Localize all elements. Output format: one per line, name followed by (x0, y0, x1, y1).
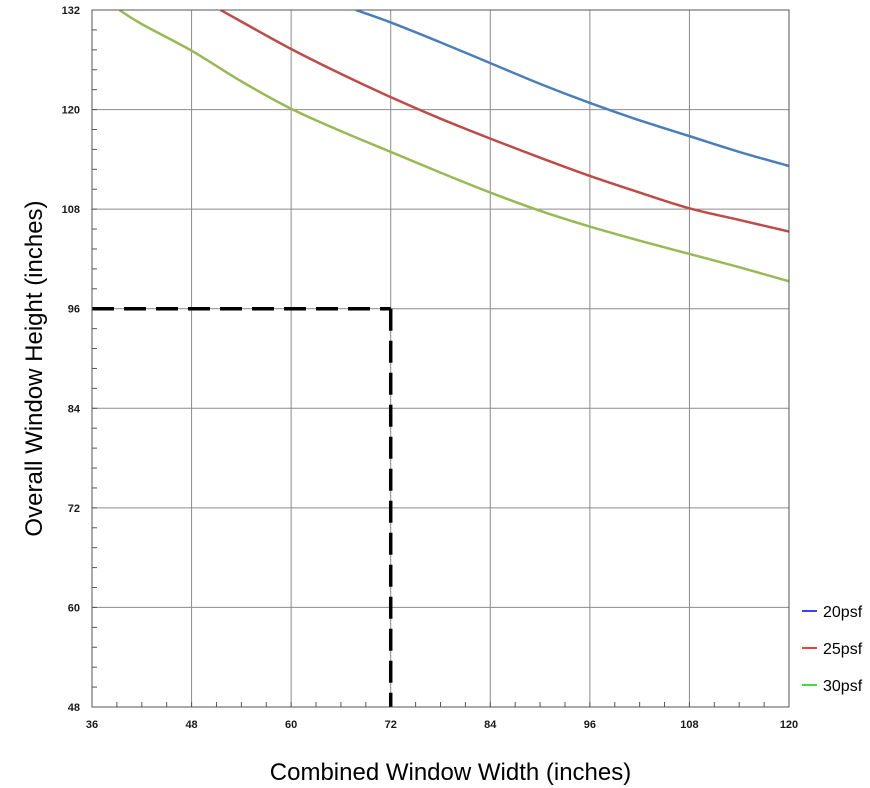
x-axis-title: Combined Window Width (inches) (270, 759, 631, 786)
grid (91, 9, 790, 708)
y-tick-label: 96 (68, 304, 80, 316)
legend-label-30psf: 30psf (823, 678, 863, 695)
x-tick-label: 108 (680, 719, 698, 731)
y-tick-label: 60 (68, 602, 80, 614)
legend-label-25psf: 25psf (823, 641, 863, 658)
legend-label-20psf: 20psf (823, 604, 863, 621)
y-tick-label: 120 (62, 105, 80, 117)
legend: 20psf 25psf 30psf (802, 604, 863, 695)
y-tick-label: 72 (68, 503, 80, 515)
series-line-30psf (118, 10, 789, 283)
x-tick-labels: 36 48 60 72 84 96 108 120 (86, 719, 798, 731)
x-tick-label: 72 (385, 719, 397, 731)
x-tick-label: 60 (285, 719, 297, 731)
minor-ticks (91, 9, 790, 708)
x-tick-label: 84 (484, 719, 497, 731)
reference-lines (92, 306, 393, 707)
x-tick-label: 96 (584, 719, 596, 731)
x-tick-label: 48 (185, 719, 197, 731)
y-tick-label: 132 (62, 5, 80, 17)
series-lines (118, 10, 789, 283)
y-tick-label: 108 (62, 204, 80, 216)
series-line-25psf (220, 10, 789, 233)
plot-frame (91, 9, 790, 708)
y-axis-title: Overall Window Height (inches) (21, 200, 48, 536)
x-tick-label: 36 (86, 719, 98, 731)
series-line-20psf (355, 10, 789, 168)
y-tick-label: 48 (68, 702, 80, 714)
x-tick-label: 120 (780, 719, 798, 731)
y-tick-label: 84 (68, 403, 81, 415)
y-tick-labels: 48 60 72 84 96 108 120 132 (62, 5, 81, 714)
